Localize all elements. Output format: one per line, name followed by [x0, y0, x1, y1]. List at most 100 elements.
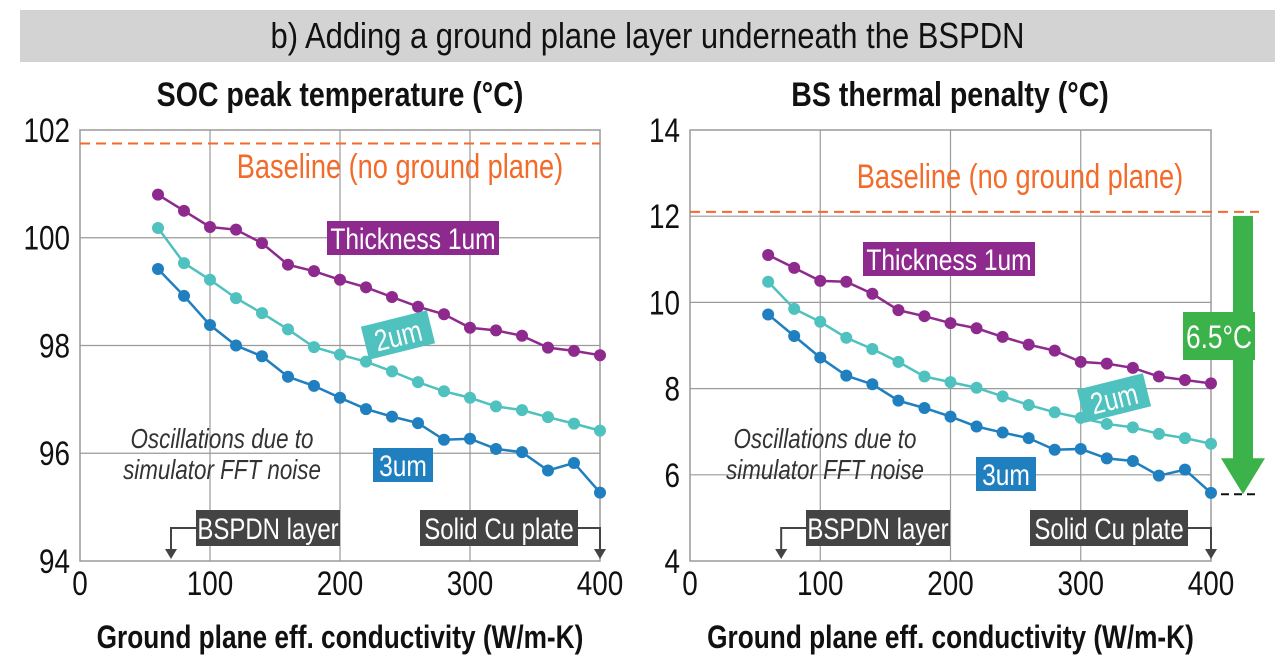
data-point [762, 275, 775, 288]
series-label-text: 2um [371, 313, 426, 357]
data-point [1126, 421, 1139, 434]
y-tick-label: 94 [39, 542, 70, 580]
series-2um: 2um [762, 275, 1217, 450]
y-tick-label: 96 [39, 435, 70, 473]
data-point [438, 385, 450, 398]
data-point [1178, 432, 1191, 445]
data-point [1048, 443, 1061, 456]
baseline-label: Baseline (no ground plane) [237, 147, 563, 186]
y-tick-label: 4 [664, 542, 680, 580]
data-point [1022, 398, 1035, 411]
data-point [282, 258, 294, 271]
series-label-text: 2um [1087, 376, 1142, 420]
series-label-box [1076, 373, 1152, 423]
data-point [944, 317, 957, 330]
data-point [334, 348, 346, 361]
penalty-arrowhead [1221, 458, 1265, 495]
data-point [256, 350, 268, 363]
data-point [386, 291, 398, 304]
data-point [918, 310, 931, 323]
data-point [970, 381, 983, 394]
data-point [438, 433, 450, 446]
data-point [814, 315, 827, 328]
data-point [1022, 432, 1035, 445]
bspdn-arrowhead [775, 549, 788, 559]
data-point [386, 410, 398, 423]
data-point [788, 302, 801, 315]
y-tick-label: 14 [649, 111, 680, 149]
series-line [767, 280, 1212, 445]
data-point [360, 281, 372, 294]
bspdn-label-box [806, 510, 950, 546]
data-point [412, 417, 424, 430]
data-point [1205, 486, 1217, 499]
data-point [438, 308, 450, 321]
data-point [334, 273, 346, 286]
oscillation-note: Oscillations due to [734, 424, 917, 455]
data-point [282, 323, 294, 336]
data-point [1100, 452, 1113, 465]
series-label-box [360, 310, 436, 360]
series-3um: 3um [762, 308, 1217, 499]
data-point [970, 420, 983, 433]
data-point [866, 287, 879, 300]
data-point [1126, 361, 1139, 374]
x-tick-label: 300 [1057, 564, 1104, 602]
data-point [866, 342, 879, 355]
data-point [386, 365, 398, 378]
bspdn-label: BSPDN layer [197, 511, 338, 545]
data-point [542, 464, 554, 477]
data-point [996, 330, 1009, 343]
data-point [256, 237, 268, 250]
data-point [152, 222, 164, 235]
cu-label: Solid Cu plate [424, 511, 573, 545]
data-point [230, 292, 242, 305]
data-point [308, 379, 320, 392]
x-tick-label: 400 [577, 564, 624, 602]
data-point [944, 410, 957, 423]
y-tick-label: 12 [649, 198, 680, 236]
data-point [892, 304, 905, 317]
series-label-box [373, 448, 433, 482]
x-tick-label: 200 [927, 564, 974, 602]
data-point [204, 273, 216, 286]
data-point [178, 257, 190, 270]
data-point [308, 265, 320, 278]
data-point [594, 424, 606, 437]
data-point [1152, 370, 1165, 383]
data-point [788, 330, 801, 343]
data-point [516, 404, 528, 417]
y-tick-label: 6 [664, 456, 680, 494]
data-point [996, 426, 1009, 439]
data-point [1152, 469, 1165, 482]
data-point [178, 204, 190, 217]
cu-label: Solid Cu plate [1034, 511, 1183, 545]
data-point [944, 376, 957, 389]
data-point [464, 391, 476, 404]
data-point [490, 400, 502, 413]
series-label-text: 3um [982, 458, 1030, 492]
data-point [970, 322, 983, 335]
data-point [412, 376, 424, 389]
data-point [516, 446, 528, 459]
data-point [256, 307, 268, 320]
series-thickness-1um: Thickness 1um [762, 242, 1217, 390]
series-label-text: 3um [379, 449, 427, 483]
data-point [1205, 437, 1217, 450]
data-point [1178, 373, 1191, 386]
data-point [594, 486, 606, 499]
series-label-text: Thickness 1um [866, 243, 1031, 277]
data-point [542, 341, 554, 354]
y-tick-label: 102 [23, 111, 70, 149]
series-label: 2um [360, 310, 436, 360]
x-tick-label: 100 [797, 564, 844, 602]
data-point [334, 391, 346, 404]
bspdn-connector [780, 527, 806, 557]
data-point [892, 355, 905, 368]
data-point [892, 394, 905, 407]
series-label: Thickness 1um [327, 221, 499, 256]
data-point [230, 339, 242, 352]
bspdn-label: BSPDN layer [807, 511, 948, 545]
x-axis-label: Ground plane eff. conductivity (W/m-K) [707, 621, 1194, 656]
series-label: 3um [373, 448, 433, 483]
